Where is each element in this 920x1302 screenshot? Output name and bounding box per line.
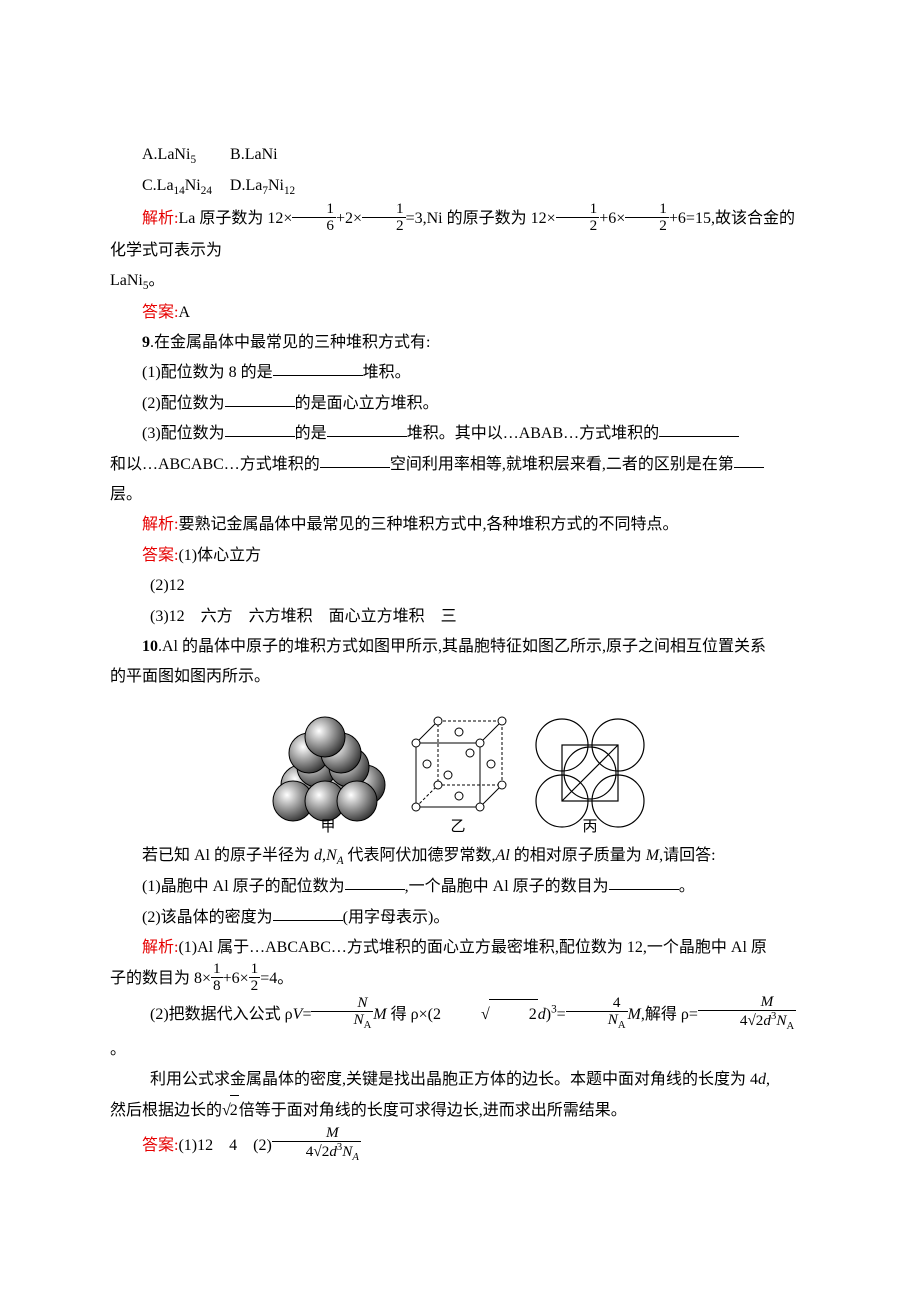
q9-num: 9: [142, 334, 150, 351]
frac-4-NA: 4NA: [566, 995, 628, 1031]
sqrt2b: 2: [222, 1095, 239, 1126]
q9-l3: (3)配位数为的是堆积。其中以…ABAB…方式堆积的: [110, 419, 810, 449]
q10-stem: 10.Al 的晶体中原子的堆积方式如图甲所示,其晶胞特征如图乙所示,原子之间相互…: [110, 632, 810, 662]
q9-ans1: 答案:(1)体心立方: [110, 541, 810, 571]
opt-C: C.La14Ni24: [142, 177, 212, 194]
sol1-a: La 原子数为 12×: [178, 210, 292, 227]
q-options-row1: A.LaNi5 B.LaNi: [110, 140, 810, 171]
blank: [609, 873, 679, 890]
fig-bing: 丙: [530, 705, 650, 835]
q9-ans2: (2)12: [110, 571, 810, 601]
frac-1-2c: 12: [625, 201, 669, 234]
q10-ans: 答案:(1)12 4 (2)M4√2d3NA: [110, 1127, 810, 1165]
q10-util2: 然后根据边长的2倍等于面对角线的长度可求得边长,进而求出所需结果。: [110, 1095, 810, 1126]
q9-l1: (1)配位数为 8 的是堆积。: [110, 358, 810, 388]
sol-label: 解析:: [142, 210, 178, 227]
opt-B: B.LaNi: [230, 146, 278, 163]
frac-1-8: 18: [211, 961, 223, 994]
q10-sol1: 解析:(1)Al 属于…ABCABC…方式堆积的面心立方最密堆积,配位数为 12…: [110, 933, 810, 963]
ans1: 答案:A: [110, 298, 810, 328]
opt-A: A.LaNi5: [142, 146, 196, 163]
q9-sol: 解析:要熟记金属晶体中最常见的三种堆积方式中,各种堆积方式的不同特点。: [110, 510, 810, 540]
sol1: 解析:La 原子数为 12×16+2×12=3,Ni 的原子数为 12×12+6…: [110, 203, 810, 266]
ans-label: 答案:: [142, 304, 178, 321]
blank: [225, 420, 295, 437]
sol1-line2: LaNi5。: [110, 266, 810, 297]
q10-l1: (1)晶胞中 Al 原子的配位数为,一个晶胞中 Al 原子的数目为。: [110, 872, 810, 902]
svg-text:甲: 甲: [320, 819, 335, 835]
q9-ans3: (3)12 六方 六方堆积 面心立方堆积 三: [110, 602, 810, 632]
blank: [659, 420, 739, 437]
blank: [734, 451, 764, 468]
q-options-row2: C.La14Ni24 D.La7Ni12: [110, 171, 810, 202]
svg-text:乙: 乙: [450, 819, 465, 835]
frac-M-4r2d3NA: M4√2d3NA: [698, 994, 796, 1032]
q10-sol2: (2)把数据代入公式 ρV=NNAM 得 ρ×(22d)3=4NAM,解得 ρ=…: [110, 996, 810, 1065]
frac-1-2: 12: [362, 201, 406, 234]
frac-ans: M4√2d3NA: [272, 1125, 361, 1163]
frac-1-2b: 12: [556, 201, 600, 234]
q10-l2: (2)该晶体的密度为(用字母表示)。: [110, 903, 810, 933]
ans1-text: A: [178, 304, 190, 321]
blank: [225, 390, 295, 407]
q10-given: 若已知 Al 的原子半径为 d,NA 代表阿伏加德罗常数,Al 的相对原子质量为…: [110, 841, 810, 872]
blank: [327, 420, 407, 437]
frac-1-6: 16: [292, 201, 336, 234]
page: A.LaNi5 B.LaNi C.La14Ni24 D.La7Ni12 解析:La …: [0, 0, 920, 1302]
q10-num: 10: [142, 638, 158, 655]
svg-text:丙: 丙: [582, 819, 597, 835]
blank: [273, 359, 363, 376]
opt-D: D.La7Ni12: [230, 177, 295, 194]
fig-yi: 乙: [398, 705, 518, 835]
q10-util: 利用公式求金属晶体的密度,关键是找出晶胞正方体的边长。本题中面对角线的长度为 4…: [110, 1065, 810, 1095]
q9-l5: 层。: [110, 480, 810, 510]
q9-l2: (2)配位数为的是面心立方堆积。: [110, 389, 810, 419]
frac-N-NA: NNA: [311, 995, 373, 1031]
frac-1-2d: 12: [249, 961, 261, 994]
sqrt2: 2: [441, 999, 538, 1030]
fig-jia: 甲: [271, 705, 386, 835]
q9-l4: 和以…ABCABC…方式堆积的空间利用率相等,就堆积层来看,二者的区别是在第: [110, 450, 810, 480]
q10-stem-b: 的平面图如图丙所示。: [110, 662, 810, 692]
blank: [345, 873, 405, 890]
blank: [320, 451, 390, 468]
q10-sol1b: 子的数目为 8×18+6×12=4。: [110, 963, 810, 996]
blank: [273, 904, 343, 921]
q10-figures: 甲: [110, 705, 810, 835]
q9-stem: 9.在金属晶体中最常见的三种堆积方式有:: [110, 328, 810, 358]
